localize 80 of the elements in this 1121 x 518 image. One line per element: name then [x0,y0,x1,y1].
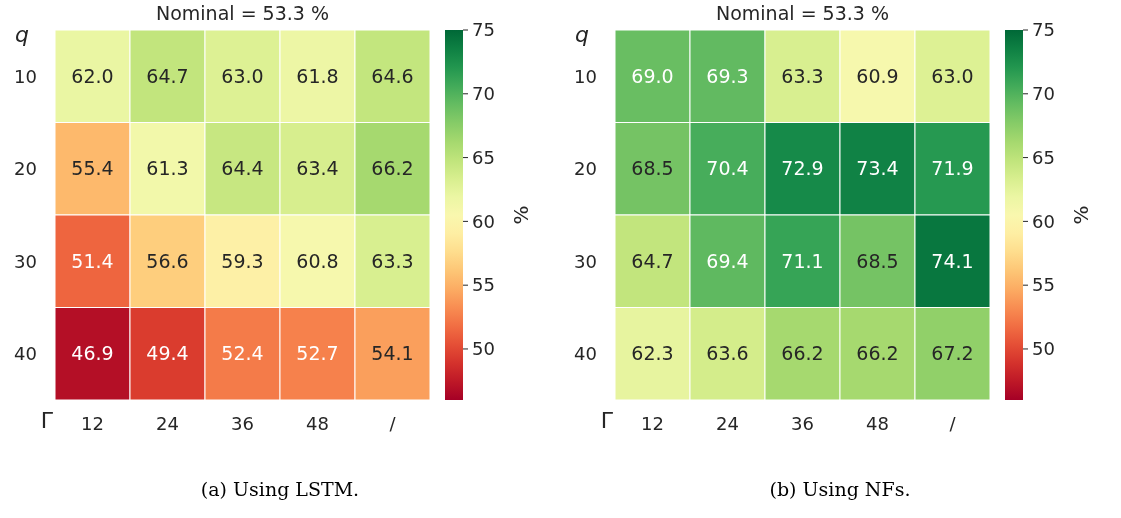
data-label: 71.9 [931,157,974,180]
text: (a) Using LSTM. [200,478,360,500]
data-label: 66.2 [371,157,414,180]
color-bar-label: 50 [472,338,495,360]
data-label: 66.2 [856,342,899,365]
data-label: 64.7 [631,249,674,272]
y-tick-label: 10 [574,65,597,87]
data-label: 74.1 [931,249,974,272]
data-label: 61.8 [296,64,339,87]
color-bar-label: 65 [1032,146,1055,168]
x-tick-label: / [949,413,957,434]
color-bar-title: % [509,205,533,225]
data-label: 64.6 [371,64,414,87]
data-label: 49.4 [146,342,189,365]
data-label: 62.0 [71,64,114,87]
data-label: 61.3 [146,157,189,180]
y-axis-title: q [15,22,30,47]
y-tick-label: 40 [14,343,37,365]
x-tick-label: 36 [231,413,254,434]
x-axis-title: Γ [40,408,54,433]
x-tick-label: / [389,413,397,434]
color-bar-label: 50 [1032,338,1055,360]
data-label: 69.3 [706,64,749,87]
data-label: 68.5 [856,249,899,272]
color-bar-label: 70 [472,83,495,105]
data-label: 64.4 [221,157,264,180]
data-label: 59.3 [221,249,264,272]
x-tick-label: 24 [716,413,739,434]
data-label: 63.0 [931,64,974,87]
data-label: 55.4 [71,157,114,180]
color-bar-label: 70 [1032,83,1055,105]
data-label: 63.0 [221,64,264,87]
data-label: 66.2 [781,342,824,365]
data-label: 63.6 [706,342,749,365]
data-label: 69.0 [631,64,674,87]
x-tick-label: 48 [866,413,889,434]
data-label: 68.5 [631,157,674,180]
data-label: 60.8 [296,249,339,272]
data-label: 64.7 [146,64,189,87]
data-label: 56.6 [146,249,189,272]
data-label: 73.4 [856,157,899,180]
data-label: 63.4 [296,157,339,180]
data-label: 69.4 [706,249,749,272]
y-tick-label: 20 [574,158,597,180]
color-bar-label: 55 [472,274,495,296]
data-label: 71.1 [781,249,824,272]
data-label: 70.4 [706,157,749,180]
y-tick-label: 30 [574,250,597,272]
data-label: 51.4 [71,249,114,272]
data-label: 63.3 [371,249,414,272]
data-label: 72.9 [781,157,824,180]
data-label: 63.3 [781,64,824,87]
y-tick-label: 10 [14,65,37,87]
x-tick-label: 48 [306,413,329,434]
data-label: 52.7 [296,342,339,365]
y-tick-label: 40 [574,343,597,365]
color-bar-label: 60 [472,210,495,232]
data-label: 52.4 [221,342,264,365]
data-label: 46.9 [71,342,114,365]
color-bar-title: % [1069,205,1093,225]
color-bar-label: 75 [1032,19,1055,41]
color-bar-label: 65 [472,146,495,168]
x-tick-label: 12 [641,413,664,434]
chart-title: Nominal = 53.3 % [156,2,329,24]
color-bar-label: 60 [1032,210,1055,232]
x-axis-title: Γ [600,408,614,433]
color-bar-label: 75 [472,19,495,41]
x-tick-label: 24 [156,413,179,434]
text: (b) Using NFs. [769,478,911,500]
y-tick-label: 30 [14,250,37,272]
chart-title: Nominal = 53.3 % [716,2,889,24]
y-axis-title: q [575,22,590,47]
color-bar-label: 55 [1032,274,1055,296]
y-tick-label: 20 [14,158,37,180]
data-label: 60.9 [856,64,899,87]
data-label: 54.1 [371,342,414,365]
x-tick-label: 36 [791,413,814,434]
x-tick-label: 12 [81,413,104,434]
data-label: 62.3 [631,342,674,365]
data-label: 67.2 [931,342,974,365]
